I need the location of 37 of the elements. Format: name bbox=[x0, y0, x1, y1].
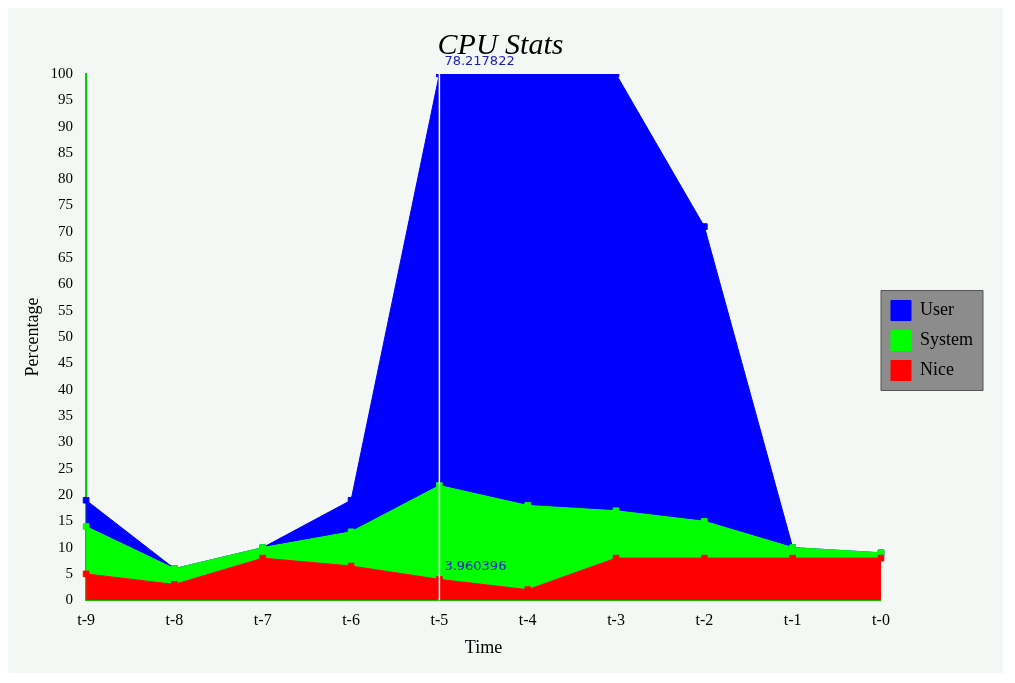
y-tick-label: 100 bbox=[50, 64, 74, 81]
x-tick-label: t-0 bbox=[872, 611, 890, 628]
y-tick-label: 50 bbox=[58, 328, 74, 345]
y-tick-label: 80 bbox=[58, 170, 74, 187]
x-tick-label: t-3 bbox=[607, 611, 625, 628]
y-tick-label: 5 bbox=[65, 564, 74, 581]
y-tick-label: 40 bbox=[58, 380, 74, 397]
x-tick-label: t-2 bbox=[695, 611, 714, 628]
x-tick-label: t-9 bbox=[77, 611, 95, 628]
y-tick-label: 15 bbox=[58, 512, 74, 529]
y-tick-label: 75 bbox=[58, 196, 74, 213]
x-axis-title: Time bbox=[464, 636, 503, 657]
x-tick-label: t-4 bbox=[518, 611, 537, 628]
x-tick-label: t-8 bbox=[165, 611, 184, 628]
legend-label: Nice bbox=[919, 359, 954, 380]
y-tick-label: 10 bbox=[58, 538, 74, 555]
y-tick-label: 85 bbox=[58, 143, 74, 160]
y-tick-label: 70 bbox=[58, 222, 74, 239]
legend-label: System bbox=[919, 329, 974, 350]
y-tick-label: 95 bbox=[58, 91, 74, 108]
y-tick-label: 55 bbox=[58, 301, 74, 318]
legend-label: User bbox=[919, 299, 954, 320]
y-tick-label: 60 bbox=[58, 275, 74, 292]
y-tick-label: 25 bbox=[58, 459, 74, 476]
x-tick-label: t-6 bbox=[342, 611, 360, 628]
y-axis-title: Percentage bbox=[21, 297, 42, 377]
y-tick-label: 45 bbox=[58, 354, 74, 371]
y-tick-label: 20 bbox=[58, 485, 74, 502]
y-tick-label: 0 bbox=[65, 591, 74, 608]
annotation: 3.960396 bbox=[444, 558, 507, 574]
y-tick-label: 90 bbox=[58, 117, 74, 134]
x-tick-label: t-7 bbox=[253, 611, 272, 628]
y-tick-label: 35 bbox=[58, 406, 74, 423]
y-tick-label: 30 bbox=[58, 433, 74, 450]
y-tick-label: 65 bbox=[58, 249, 74, 266]
x-tick-label: t-5 bbox=[430, 611, 449, 628]
x-tick-label: t-1 bbox=[783, 611, 802, 628]
